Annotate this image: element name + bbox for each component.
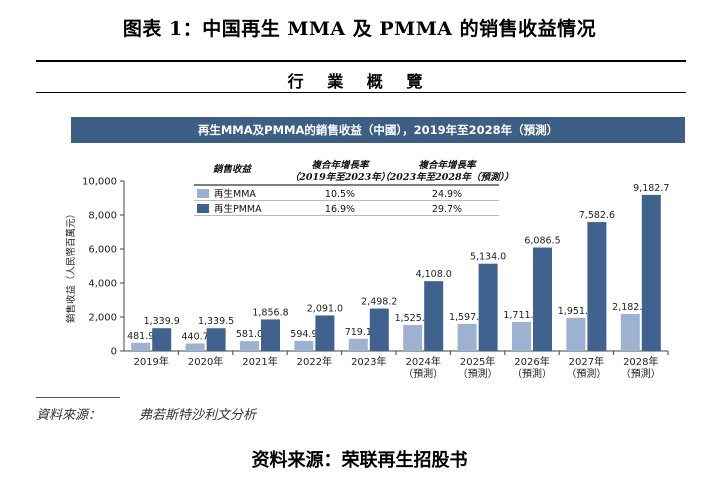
section-heading: 行 業 概 覽 xyxy=(287,72,432,91)
table-cell-cagr-1: 10.5% xyxy=(325,189,355,200)
x-tick-note: （預測） xyxy=(621,367,661,380)
bar-pmma xyxy=(587,222,607,351)
data-label-pmma: 1,339.5 xyxy=(198,316,234,327)
data-label-mma: 1,951.3 xyxy=(558,306,594,317)
data-label-pmma: 2,091.0 xyxy=(307,303,343,314)
data-label-pmma: 5,134.0 xyxy=(470,252,506,263)
x-tick-label: 2019年 xyxy=(133,355,168,368)
table-header-cagr-2: 複合年增長率 xyxy=(418,159,477,171)
figure-title: 图表 1：中国再生 MMA 及 PMMA 的销售收益情况 xyxy=(122,18,597,40)
bar-pmma xyxy=(261,319,280,351)
bar-mma xyxy=(294,340,314,351)
data-label-pmma: 9,182.7 xyxy=(633,183,669,194)
bar-mma xyxy=(403,325,423,351)
bar-mma xyxy=(457,323,477,351)
y-tick-label: 8,000 xyxy=(88,211,117,222)
data-label-mma: 719.1 xyxy=(345,327,372,338)
y-tick-label: 2,000 xyxy=(88,313,117,324)
x-tick-note: （預測） xyxy=(458,367,498,380)
source-note: 資料來源： 弗若斯特沙利文分析 xyxy=(36,404,256,423)
table-header-label: 銷售收益 xyxy=(213,163,253,175)
bar-mma xyxy=(131,342,151,351)
x-tick-note: （預測） xyxy=(566,367,606,380)
y-tick-label: 0 xyxy=(111,347,117,358)
bar-pmma xyxy=(369,308,389,351)
source-note-label: 資料來源： xyxy=(36,408,102,423)
bottom-source: 资料来源：荣联再生招股书 xyxy=(251,450,468,471)
x-tick-label: 2027年 xyxy=(569,355,604,368)
bar-pmma xyxy=(533,247,552,351)
table-header-cagr-1: 複合年增長率 xyxy=(311,159,370,171)
data-label-pmma: 1,339.9 xyxy=(144,316,180,327)
x-tick-label: 2020年 xyxy=(188,355,223,368)
table-cell-cagr-2: 24.9% xyxy=(432,189,462,200)
y-tick-label: 10,000 xyxy=(82,177,117,188)
data-label-mma: 481.9 xyxy=(127,331,154,342)
table-cell-cagr-1: 16.9% xyxy=(325,204,355,215)
bar-pmma xyxy=(206,328,226,351)
chart-banner-title: 再生MMA及PMMA的銷售收益（中國），2019年至2028年（預測） xyxy=(71,117,685,143)
y-axis-title: 銷售收益（人民幣百萬元） xyxy=(65,209,77,323)
bar-pmma xyxy=(478,263,498,351)
y-tick-label: 6,000 xyxy=(88,245,117,256)
bar-pmma xyxy=(424,281,444,351)
x-tick-label: 2023年 xyxy=(351,355,386,368)
table-cell-cagr-2: 29.7% xyxy=(432,204,462,215)
bar-pmma xyxy=(315,315,335,351)
bar-mma xyxy=(620,313,640,351)
bar-mma xyxy=(185,343,205,351)
legend-label-pmma: 再生PMMA xyxy=(214,203,262,215)
source-rule xyxy=(36,397,120,398)
data-label-pmma: 1,856.8 xyxy=(252,307,288,318)
table-subheader-cagr-2: （2023年至2028年（預測）） xyxy=(380,171,514,183)
data-label-mma: 440.7 xyxy=(181,332,208,343)
x-tick-label: 2021年 xyxy=(242,355,277,368)
data-label-mma: 581.0 xyxy=(236,329,263,340)
x-tick-label: 2026年 xyxy=(514,355,549,368)
bar-mma xyxy=(566,317,586,351)
bar-mma xyxy=(240,341,259,351)
data-label-pmma: 7,582.6 xyxy=(579,210,615,221)
legend-swatch-pmma xyxy=(197,204,209,213)
data-label-pmma: 2,498.2 xyxy=(361,297,397,308)
top-rule xyxy=(36,60,686,62)
legend-swatch-mma xyxy=(197,189,209,198)
x-tick-label: 2022年 xyxy=(297,355,332,368)
y-tick-label: 4,000 xyxy=(88,279,117,290)
bar-pmma xyxy=(152,328,172,351)
x-tick-label: 2025年 xyxy=(460,355,495,368)
data-label-mma: 594.9 xyxy=(290,329,317,340)
x-tick-label: 2024年 xyxy=(405,355,440,368)
bar-mma xyxy=(512,321,531,351)
data-label-mma: 1,597.7 xyxy=(449,312,485,323)
bar-pmma xyxy=(641,194,661,351)
x-tick-note: （預測） xyxy=(403,367,443,380)
data-label-mma: 1,525.6 xyxy=(395,313,431,324)
data-label-mma: 1,711.4 xyxy=(503,310,539,321)
data-label-mma: 2,182.3 xyxy=(612,302,648,313)
x-tick-label: 2028年 xyxy=(623,355,658,368)
data-label-pmma: 6,086.5 xyxy=(524,236,560,247)
legend-label-mma: 再生MMA xyxy=(214,188,256,200)
bar-mma xyxy=(348,338,368,351)
section-rule xyxy=(36,92,686,93)
x-tick-note: （預測） xyxy=(512,367,552,380)
source-note-text: 弗若斯特沙利文分析 xyxy=(139,408,257,423)
table-subheader-cagr-1: （2019年至2023年） xyxy=(290,171,390,183)
data-label-pmma: 4,108.0 xyxy=(416,269,452,280)
